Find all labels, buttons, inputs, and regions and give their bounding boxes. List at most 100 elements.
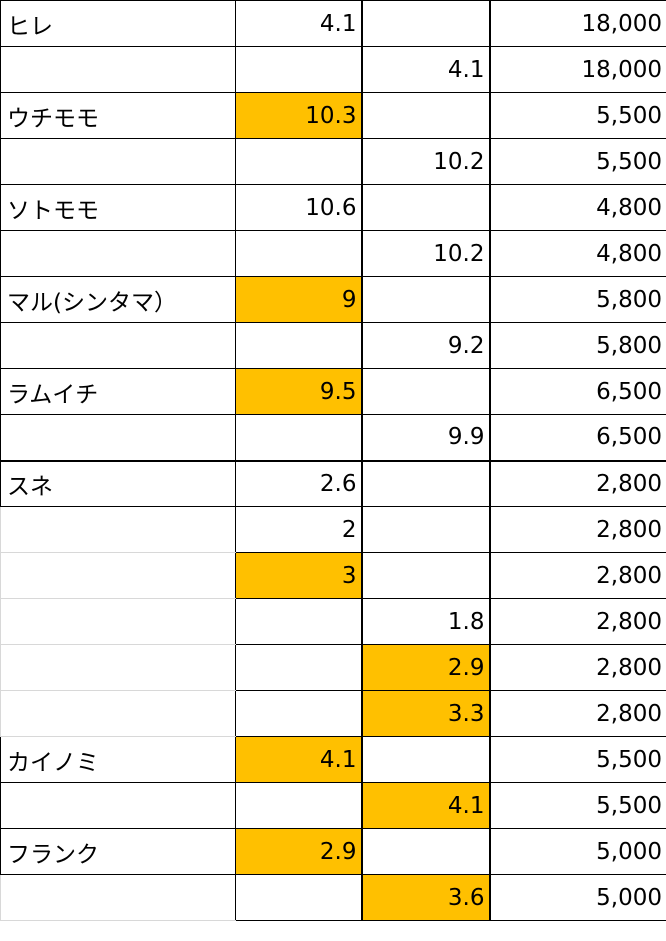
cell-price[interactable]: 2,800 xyxy=(489,690,666,737)
cell-value-a[interactable]: 9.5 xyxy=(235,368,363,415)
cell-value-a[interactable] xyxy=(235,598,363,645)
table-row: ラムイチ 9.5 6,500 xyxy=(0,368,666,415)
cell-value-b[interactable] xyxy=(361,184,491,231)
cell-part-name[interactable] xyxy=(0,322,236,369)
cell-part-name[interactable] xyxy=(0,644,236,691)
cell-part-name[interactable] xyxy=(0,552,236,599)
cell-price[interactable]: 4,800 xyxy=(489,184,666,231)
cell-value-b[interactable]: 4.1 xyxy=(361,782,491,829)
cell-part-name[interactable] xyxy=(0,690,236,737)
cell-price[interactable]: 18,000 xyxy=(489,46,666,93)
cell-value-b[interactable] xyxy=(361,276,491,323)
table-row: 4.1 18,000 xyxy=(0,46,666,93)
cell-value-b[interactable]: 9.9 xyxy=(361,414,491,461)
cell-part-name[interactable]: スネ xyxy=(0,459,236,507)
cell-price[interactable]: 5,800 xyxy=(489,322,666,369)
cell-part-name[interactable] xyxy=(0,138,236,185)
cell-price[interactable]: 5,500 xyxy=(489,92,666,139)
cell-price[interactable]: 18,000 xyxy=(489,0,666,47)
cell-value-a[interactable] xyxy=(235,690,363,737)
table-row: 1.8 2,800 xyxy=(0,598,666,645)
cell-value-a[interactable] xyxy=(235,138,363,185)
cell-price[interactable]: 6,500 xyxy=(489,414,666,461)
cell-price[interactable]: 5,000 xyxy=(489,828,666,875)
cell-price[interactable]: 4,800 xyxy=(489,230,666,277)
cell-value-a[interactable]: 4.1 xyxy=(235,0,363,47)
cell-value-b[interactable]: 3.3 xyxy=(361,690,491,737)
cell-price[interactable]: 5,500 xyxy=(489,138,666,185)
cell-value-a[interactable] xyxy=(235,322,363,369)
cell-value-b[interactable] xyxy=(361,828,491,875)
cell-value-a[interactable]: 10.6 xyxy=(235,184,363,231)
cell-value-b[interactable] xyxy=(361,368,491,415)
table-row: 3.6 5,000 xyxy=(0,874,666,921)
cell-value-b[interactable]: 10.2 xyxy=(361,138,491,185)
cell-part-name[interactable]: フランク xyxy=(0,828,236,875)
cell-price[interactable]: 5,500 xyxy=(489,782,666,829)
cell-value-b[interactable]: 10.2 xyxy=(361,230,491,277)
cell-value-b[interactable] xyxy=(361,736,491,783)
cell-part-name[interactable] xyxy=(0,782,236,829)
cell-price[interactable]: 2,800 xyxy=(489,506,666,553)
cell-price[interactable]: 2,800 xyxy=(489,459,666,507)
cell-price[interactable]: 6,500 xyxy=(489,368,666,415)
cell-part-name[interactable] xyxy=(0,874,236,921)
table-row: 10.2 4,800 xyxy=(0,230,666,277)
spreadsheet-table: ヒレ 4.1 18,000 4.1 18,000 ウチモモ 10.3 5,500 10.2 5,5… xyxy=(0,0,666,921)
cell-value-a[interactable]: 2.9 xyxy=(235,828,363,875)
cell-part-name[interactable]: ラムイチ xyxy=(0,368,236,415)
cell-value-b[interactable]: 1.8 xyxy=(361,598,491,645)
cell-part-name[interactable]: マル(シンタマ） xyxy=(0,276,236,323)
table-row: 2 2,800 xyxy=(0,506,666,553)
cell-part-name[interactable]: ヒレ xyxy=(0,0,236,47)
cell-value-a[interactable]: 10.3 xyxy=(235,92,363,139)
cell-value-a[interactable] xyxy=(235,46,363,93)
cell-value-b[interactable] xyxy=(361,506,491,553)
cell-value-b[interactable]: 2.9 xyxy=(361,644,491,691)
cell-part-name[interactable] xyxy=(0,414,236,461)
cell-price[interactable]: 5,000 xyxy=(489,874,666,921)
cell-price[interactable]: 2,800 xyxy=(489,644,666,691)
cell-price[interactable]: 5,500 xyxy=(489,736,666,783)
cell-value-b[interactable]: 9.2 xyxy=(361,322,491,369)
cell-price[interactable]: 2,800 xyxy=(489,598,666,645)
table-row: スネ 2.6 2,800 xyxy=(0,459,666,507)
cell-part-name[interactable] xyxy=(0,598,236,645)
cell-value-a[interactable] xyxy=(235,874,363,921)
table-row: 10.2 5,500 xyxy=(0,138,666,185)
cell-value-a[interactable]: 2 xyxy=(235,506,363,553)
cell-part-name[interactable] xyxy=(0,46,236,93)
table-row: 3 2,800 xyxy=(0,552,666,599)
cell-value-b[interactable]: 4.1 xyxy=(361,46,491,93)
cell-value-b[interactable]: 3.6 xyxy=(361,874,491,921)
cell-value-b[interactable] xyxy=(361,459,491,507)
cell-value-a[interactable] xyxy=(235,782,363,829)
table-row: マル(シンタマ） 9 5,800 xyxy=(0,276,666,323)
table-row: カイノミ 4.1 5,500 xyxy=(0,736,666,783)
cell-price[interactable]: 5,800 xyxy=(489,276,666,323)
cell-value-a[interactable] xyxy=(235,644,363,691)
cell-value-a[interactable] xyxy=(235,414,363,461)
cell-value-a[interactable]: 4.1 xyxy=(235,736,363,783)
cell-value-b[interactable] xyxy=(361,552,491,599)
table-row: 4.1 5,500 xyxy=(0,782,666,829)
cell-value-a[interactable]: 2.6 xyxy=(235,459,363,507)
table-row: 9.9 6,500 xyxy=(0,414,666,461)
spreadsheet-body: ヒレ 4.1 18,000 4.1 18,000 ウチモモ 10.3 5,500 10.2 5,5… xyxy=(0,0,666,921)
cell-value-b[interactable] xyxy=(361,92,491,139)
cell-value-a[interactable]: 9 xyxy=(235,276,363,323)
table-row: フランク 2.9 5,000 xyxy=(0,828,666,875)
cell-value-a[interactable]: 3 xyxy=(235,552,363,599)
cell-value-a[interactable] xyxy=(235,230,363,277)
table-row: 2.9 2,800 xyxy=(0,644,666,691)
table-row: ヒレ 4.1 18,000 xyxy=(0,0,666,47)
cell-part-name[interactable] xyxy=(0,230,236,277)
cell-value-b[interactable] xyxy=(361,0,491,47)
cell-part-name[interactable]: ソトモモ xyxy=(0,184,236,231)
cell-part-name[interactable]: ウチモモ xyxy=(0,92,236,139)
cell-part-name[interactable]: カイノミ xyxy=(0,736,236,783)
table-row: ウチモモ 10.3 5,500 xyxy=(0,92,666,139)
cell-part-name[interactable] xyxy=(0,506,236,553)
cell-price[interactable]: 2,800 xyxy=(489,552,666,599)
table-row: ソトモモ 10.6 4,800 xyxy=(0,184,666,231)
